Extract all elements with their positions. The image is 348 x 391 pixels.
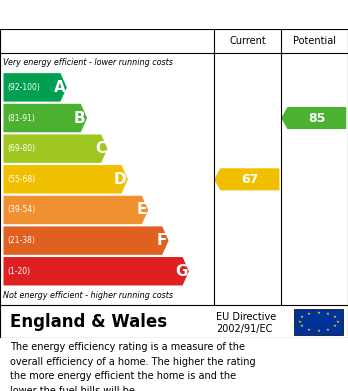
Text: The energy efficiency rating is a measure of the
overall efficiency of a home. T: The energy efficiency rating is a measur… (10, 343, 256, 391)
Text: (81-91): (81-91) (8, 113, 35, 122)
Text: ★: ★ (326, 328, 330, 332)
Text: (1-20): (1-20) (8, 267, 31, 276)
Text: 67: 67 (242, 173, 259, 186)
Text: D: D (114, 172, 126, 187)
Text: ★: ★ (297, 320, 301, 324)
Text: ★: ★ (316, 329, 321, 333)
Polygon shape (3, 196, 148, 224)
Polygon shape (3, 226, 168, 255)
Text: Potential: Potential (293, 36, 336, 46)
Text: ★: ★ (316, 310, 321, 315)
Text: Not energy efficient - higher running costs: Not energy efficient - higher running co… (3, 291, 174, 300)
Text: B: B (74, 111, 86, 126)
Text: 85: 85 (309, 111, 326, 124)
Text: ★: ★ (333, 325, 337, 328)
Text: (92-100): (92-100) (8, 83, 40, 92)
Text: ★: ★ (333, 315, 337, 319)
Text: ★: ★ (326, 312, 330, 316)
Text: England & Wales: England & Wales (10, 313, 168, 331)
Text: ★: ★ (307, 328, 311, 332)
Text: ★: ★ (307, 312, 311, 316)
Text: E: E (136, 203, 147, 217)
Polygon shape (281, 107, 346, 129)
Text: C: C (95, 141, 106, 156)
Text: ★: ★ (300, 315, 304, 319)
Polygon shape (3, 73, 67, 102)
Polygon shape (214, 168, 279, 190)
Polygon shape (3, 104, 87, 132)
Text: Very energy efficient - lower running costs: Very energy efficient - lower running co… (3, 58, 173, 67)
Text: F: F (157, 233, 167, 248)
Text: (21-38): (21-38) (8, 236, 35, 245)
Text: (55-68): (55-68) (8, 175, 36, 184)
Text: A: A (54, 80, 65, 95)
Bar (294, 308, 343, 335)
Text: Current: Current (229, 36, 266, 46)
Text: EU Directive: EU Directive (216, 312, 276, 322)
Text: G: G (175, 264, 188, 279)
Polygon shape (3, 165, 128, 194)
Text: (39-54): (39-54) (8, 205, 36, 214)
Text: Energy Efficiency Rating: Energy Efficiency Rating (50, 5, 298, 23)
Polygon shape (3, 135, 108, 163)
Text: (69-80): (69-80) (8, 144, 36, 153)
Text: 2002/91/EC: 2002/91/EC (216, 324, 272, 334)
Polygon shape (3, 257, 189, 285)
Text: ★: ★ (300, 325, 304, 328)
Text: ★: ★ (335, 320, 340, 324)
